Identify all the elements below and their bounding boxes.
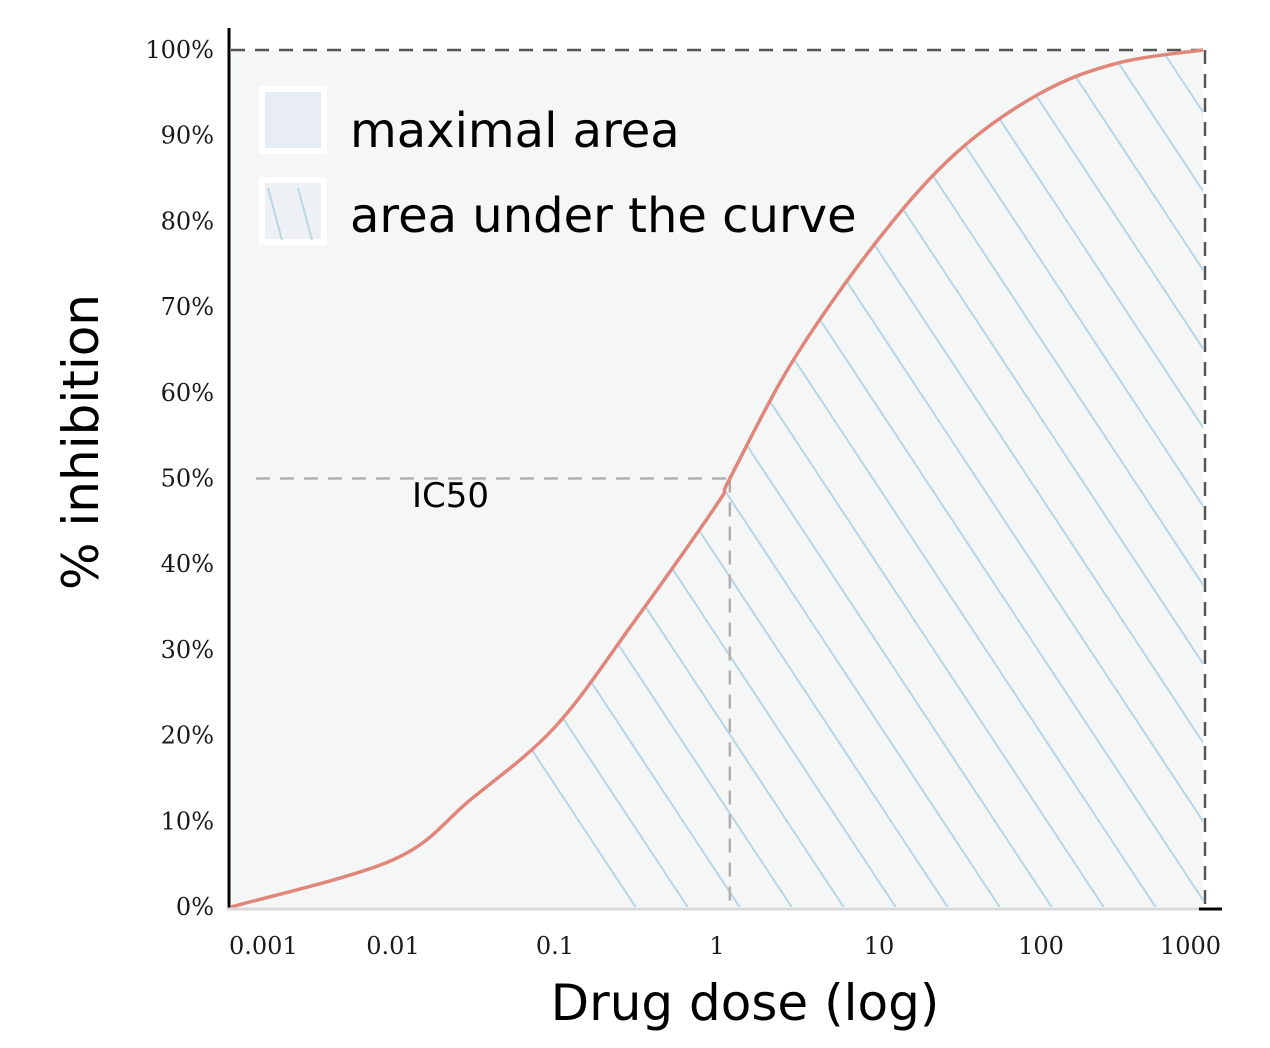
x-tick-label: 100	[1018, 932, 1064, 960]
hatch-line	[1057, 50, 1203, 907]
x-tick-label: 10	[864, 932, 895, 960]
x-tick-label: 1	[709, 932, 724, 960]
hatch-line	[1266, 50, 1270, 907]
ic50-label: IC50	[412, 476, 489, 516]
x-tick-label: 1000	[1160, 932, 1221, 960]
y-tick-label: 30%	[161, 636, 214, 664]
swatch-hatch-line	[297, 187, 313, 241]
hatch-line	[901, 50, 1203, 907]
y-tick-label: 40%	[161, 550, 214, 578]
legend-swatch-maximal-area	[259, 86, 327, 154]
hatch-line	[849, 50, 1203, 907]
x-tick-label: 0.1	[536, 932, 574, 960]
y-tick-labels: 0% 10% 20% 30% 40% 50% 60% 70% 80% 90% 100%	[145, 36, 214, 921]
legend: maximal area area under the curve	[259, 86, 857, 245]
y-tick-label: 90%	[161, 122, 214, 150]
dose-response-curve	[230, 48, 1204, 909]
y-tick-label: 10%	[161, 807, 214, 835]
y-tick-label: 50%	[161, 465, 214, 493]
legend-label-maximal-area: maximal area	[350, 103, 680, 159]
swatch-hatch-line	[267, 187, 283, 241]
y-tick-label: 60%	[161, 379, 214, 407]
legend-label-area-under-curve: area under the curve	[350, 188, 857, 244]
hatch-line	[953, 50, 1203, 907]
x-axis-title: Drug dose (log)	[551, 974, 940, 1032]
hatch-line	[1005, 50, 1203, 907]
y-tick-label: 100%	[145, 36, 214, 64]
x-tick-label: 0.001	[229, 932, 298, 960]
x-tick-labels: 0.001 0.01 0.1 1 10 100 1000	[229, 932, 1221, 960]
legend-swatch-area-under-curve	[259, 177, 327, 245]
y-tick-label: 80%	[161, 207, 214, 235]
y-tick-label: 0%	[176, 893, 214, 921]
y-tick-label: 20%	[161, 722, 214, 750]
y-tick-label: 70%	[161, 293, 214, 321]
x-tick-label: 0.01	[366, 932, 419, 960]
hatch-line	[1214, 50, 1270, 907]
y-axis-title: % inhibition	[52, 294, 110, 590]
swatch-fill	[259, 177, 327, 245]
